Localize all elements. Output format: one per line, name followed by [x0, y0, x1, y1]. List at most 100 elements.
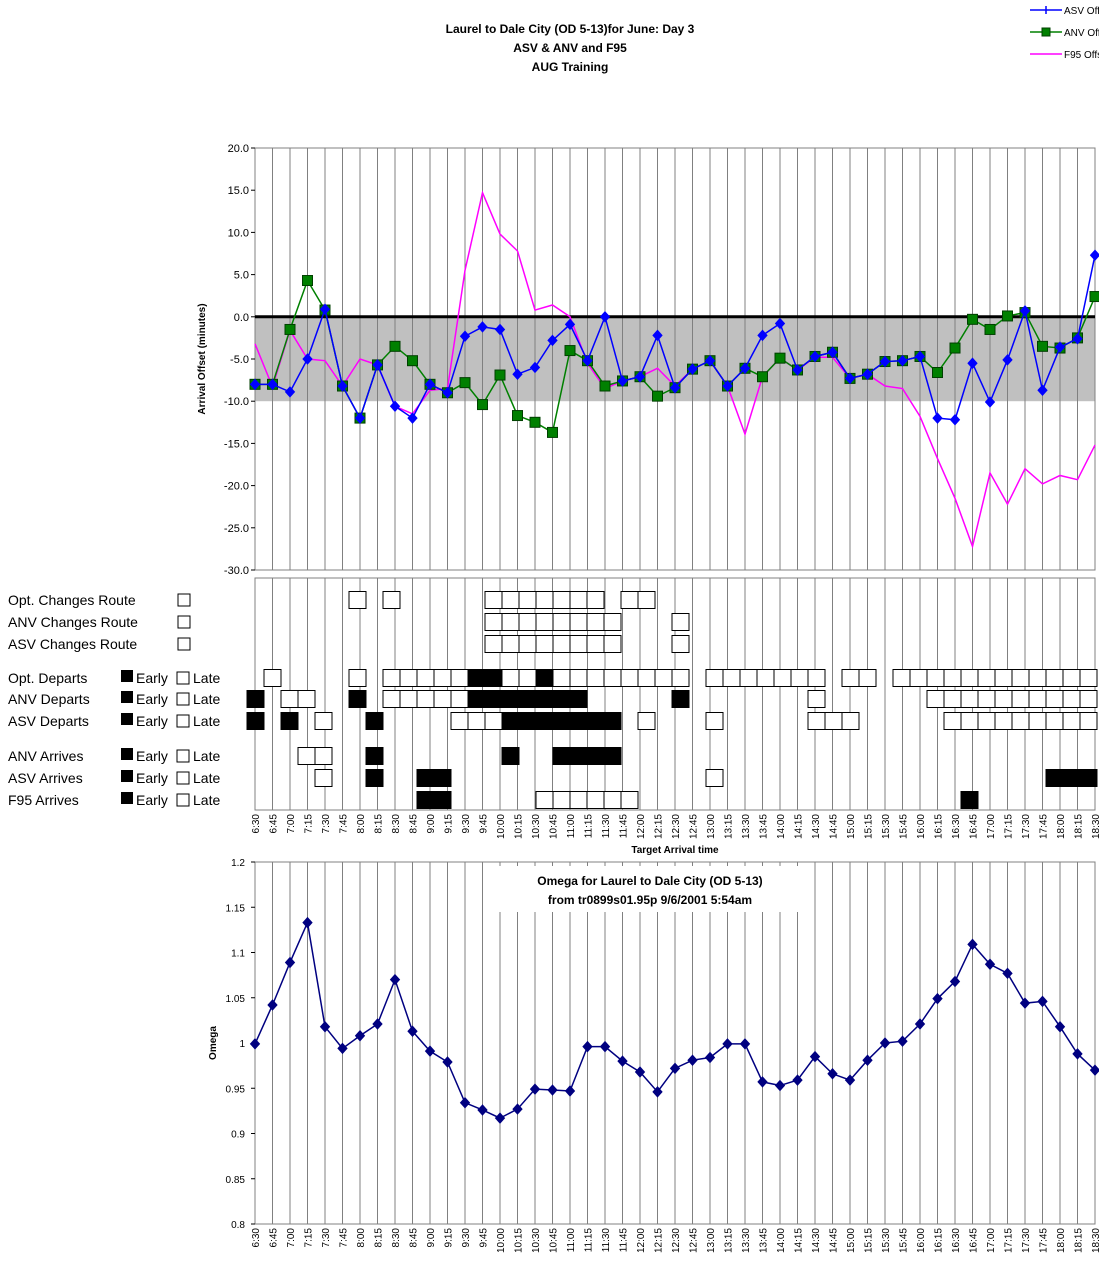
x-tick-label: 11:45: [619, 814, 630, 839]
x-tick-label: 10:00: [496, 814, 507, 839]
x-tick-label: 14:45: [829, 814, 840, 839]
x-tick-label: 7:30: [321, 814, 332, 834]
late-mark: [756, 669, 775, 687]
late-mark: [603, 669, 622, 687]
x-tick-label: 13:00: [706, 1228, 717, 1253]
x-tick-label: 12:15: [654, 1228, 665, 1253]
early-mark: [569, 712, 588, 730]
omega-point: [354, 1030, 366, 1042]
omega-point: [599, 1040, 611, 1053]
late-mark: [569, 791, 588, 809]
y-tick-label: 10.0: [228, 227, 249, 239]
x-tick-label: 12:45: [689, 1228, 700, 1253]
late-mark: [841, 712, 860, 730]
y-tick-label: 1.05: [226, 994, 246, 1005]
row-key-late-label: Late: [193, 691, 220, 707]
omega-point: [1002, 967, 1013, 980]
x-tick-label: 11:30: [601, 1228, 612, 1253]
late-mark: [603, 635, 622, 653]
legend-label-0: ASV Offset: [1064, 6, 1099, 17]
late-mark: [671, 669, 690, 687]
late-mark: [552, 791, 571, 809]
early-mark: [586, 747, 605, 765]
late-mark: [569, 635, 588, 653]
x-tick-label: 9:45: [479, 814, 490, 834]
y-tick-label: -20.0: [224, 481, 249, 493]
x-tick-label: 17:00: [986, 814, 997, 839]
x-tick-label: 6:45: [269, 814, 280, 834]
x-tick-label: 15:00: [846, 1228, 857, 1253]
late-mark: [841, 669, 860, 687]
x-tick-label: 14:30: [811, 814, 822, 839]
late-mark: [314, 747, 333, 765]
row-label: Opt. Departs: [8, 670, 87, 686]
x-tick-label: 15:45: [899, 814, 910, 839]
late-mark: [603, 613, 622, 631]
late-mark: [1028, 690, 1047, 708]
row-key-early-box: [121, 770, 133, 782]
x-tick-label: 10:45: [549, 1228, 560, 1253]
x-tick-label: 9:00: [426, 1228, 437, 1248]
asv-point: [949, 414, 961, 426]
omega-point: [389, 973, 401, 986]
x-tick-label: 16:15: [934, 814, 945, 839]
early-mark: [671, 690, 690, 708]
omega-point: [284, 956, 296, 969]
omega-point: [302, 916, 313, 929]
early-mark: [365, 769, 384, 787]
asv-point: [984, 396, 996, 408]
late-mark: [943, 712, 962, 730]
omega-title-line-2: from tr0899s01.95p 9/6/2001 5:54am: [548, 893, 752, 907]
x-tick-label: 13:15: [724, 1228, 735, 1253]
x-tick-label: 11:45: [619, 1228, 630, 1253]
x-tick-label: 16:15: [934, 1228, 945, 1253]
late-mark: [263, 669, 282, 687]
omega-point: [897, 1035, 908, 1047]
x-tick-label: 17:15: [1004, 1228, 1015, 1253]
anv-point: [284, 323, 296, 335]
late-mark: [620, 669, 639, 687]
x-tick-label: 13:45: [759, 1228, 770, 1253]
asv-point: [494, 323, 506, 336]
late-mark: [569, 591, 588, 609]
omega-point: [739, 1038, 751, 1050]
x-tick-label: 16:30: [951, 1228, 962, 1253]
anv-point: [477, 399, 488, 411]
row-label: ANV Departs: [8, 691, 90, 707]
x-tick-label: 16:00: [916, 814, 927, 839]
early-mark: [246, 712, 265, 730]
y-tick-label: -5.0: [230, 354, 249, 366]
asv-point: [284, 386, 296, 398]
early-mark: [960, 791, 979, 809]
late-mark: [518, 591, 537, 609]
late-mark: [977, 690, 996, 708]
y-tick-label: 1.2: [231, 858, 245, 869]
asv-point: [1019, 305, 1031, 317]
y-axis-label: Omega: [208, 1026, 219, 1060]
row-label: ANV Changes Route: [8, 614, 138, 630]
late-mark: [552, 613, 571, 631]
row-key-late-label: Late: [193, 713, 220, 729]
row-key-empty: [177, 615, 191, 629]
x-tick-label: 14:30: [811, 1228, 822, 1253]
late-mark: [858, 669, 877, 687]
late-mark: [399, 690, 418, 708]
omega-point: [809, 1050, 821, 1063]
x-tick-label: 8:15: [374, 814, 385, 834]
anv-point: [774, 352, 786, 364]
late-mark: [671, 635, 690, 653]
late-mark: [790, 669, 809, 687]
row-key-early-box: [121, 792, 133, 804]
asv-point: [827, 346, 838, 358]
late-mark: [705, 712, 724, 730]
early-mark: [1062, 769, 1081, 787]
late-mark: [1011, 690, 1030, 708]
x-tick-label: 8:00: [356, 814, 367, 834]
late-mark: [535, 635, 554, 653]
row-key-late-label: Late: [193, 670, 220, 686]
late-mark: [892, 669, 911, 687]
early-mark: [467, 690, 486, 708]
late-mark: [620, 591, 639, 609]
early-mark: [518, 690, 537, 708]
